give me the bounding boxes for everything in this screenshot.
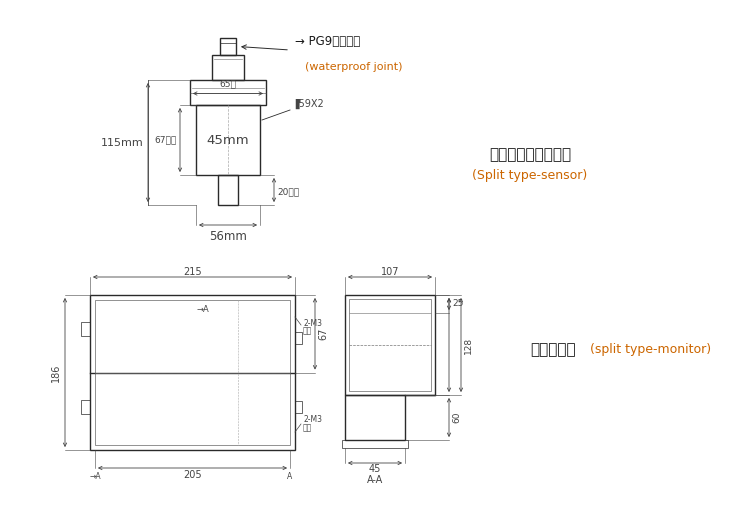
Text: ▐59X2: ▐59X2 [291,99,324,109]
Bar [220,38,236,55]
Bar [342,440,408,448]
Text: 2-M3: 2-M3 [303,319,322,327]
Text: 45: 45 [369,464,381,474]
Text: → PG9防水接头: → PG9防水接头 [295,35,360,48]
Text: →A: →A [196,305,209,314]
Text: 45mm: 45mm [207,134,249,146]
Text: 215: 215 [183,267,202,277]
Bar [196,105,260,175]
Text: A: A [287,472,292,481]
Text: 收件: 收件 [303,326,312,336]
Bar [81,322,90,336]
Text: 60: 60 [452,412,461,423]
Text: (split type-monitor): (split type-monitor) [590,343,711,357]
Bar [295,333,302,344]
Text: 56mm: 56mm [209,230,247,243]
Text: 128: 128 [464,337,473,354]
Bar [218,175,238,205]
Bar [81,399,90,414]
Text: 65㎜: 65㎜ [220,80,236,88]
Text: 186: 186 [51,363,61,382]
Text: (waterproof joint): (waterproof joint) [305,62,403,72]
Bar [345,395,405,440]
Bar [295,400,302,413]
Text: 散件: 散件 [303,424,312,432]
Text: 分体型传感器尺寸图: 分体型传感器尺寸图 [489,148,571,162]
Bar [90,295,295,450]
Bar [212,55,244,80]
Text: 67㎜㎜: 67㎜㎜ [154,136,177,144]
Text: 25: 25 [452,300,464,308]
Text: 分体型主机: 分体型主机 [530,342,576,358]
Text: 115mm: 115mm [101,138,144,148]
Text: 2-M3: 2-M3 [303,415,322,425]
Text: 67: 67 [318,327,328,340]
Text: 205: 205 [183,470,202,480]
Bar [95,300,290,445]
Text: (Split type-sensor): (Split type-sensor) [472,169,588,181]
Bar [345,295,435,395]
Bar [349,299,431,391]
Text: 107: 107 [381,267,399,277]
Text: →A: →A [89,472,101,481]
Bar [190,80,266,105]
Text: A-A: A-A [367,475,383,485]
Text: 20㎜㎜: 20㎜㎜ [277,188,299,196]
